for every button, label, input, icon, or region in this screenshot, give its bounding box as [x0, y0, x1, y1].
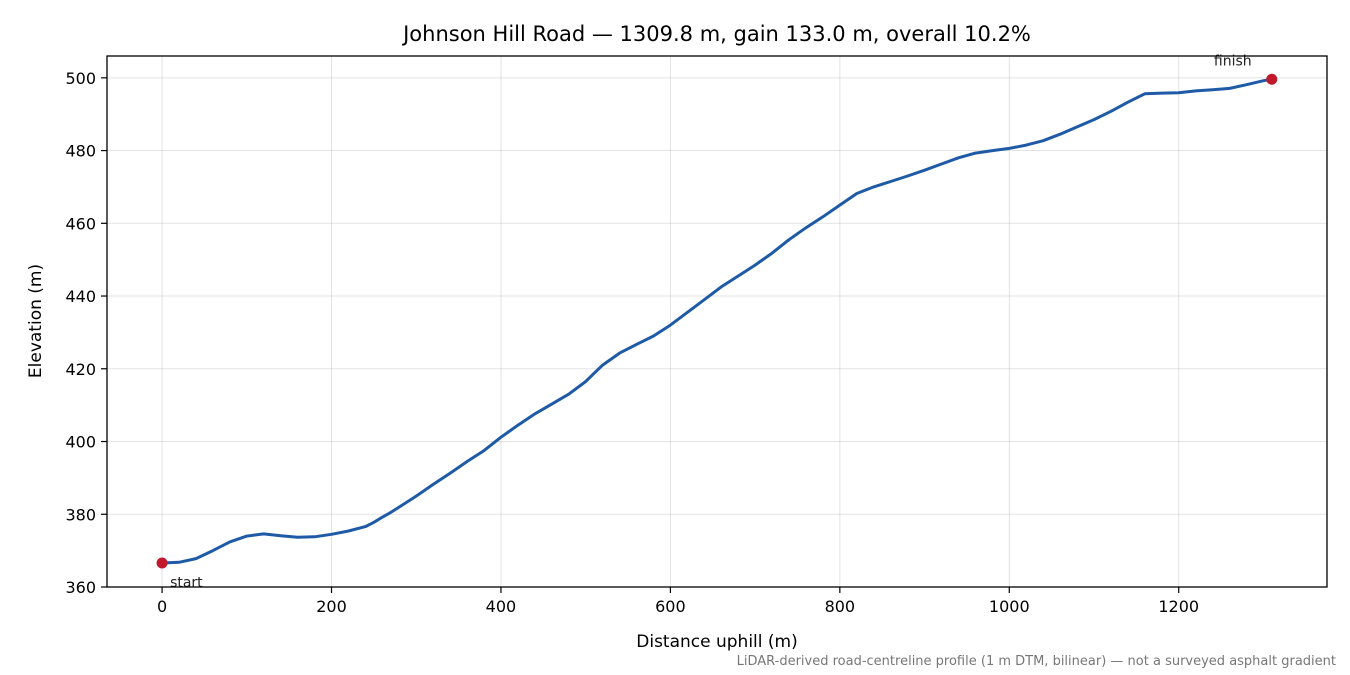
y-tick-label: 400: [65, 433, 96, 452]
y-axis-label: Elevation (m): [26, 264, 46, 378]
y-tick-label: 460: [65, 214, 96, 233]
y-tick-label: 440: [65, 287, 96, 306]
y-tick-label: 360: [65, 578, 96, 597]
y-tick-label: 380: [65, 505, 96, 524]
x-tick-label: 1200: [1158, 597, 1199, 616]
y-tick-label: 480: [65, 142, 96, 161]
axis-ticks: 0 200 400 600 800 1000 1200 360 380 400 420 440 460 4…: [65, 69, 1199, 616]
x-tick-label: 600: [655, 597, 686, 616]
chart-title: Johnson Hill Road — 1309.8 m, gain 133.0…: [401, 22, 1031, 46]
y-tick-label: 420: [65, 360, 96, 379]
finish-marker: [1266, 73, 1278, 85]
x-tick-label: 0: [157, 597, 167, 616]
footnote: LiDAR-derived road-centreline profile (1…: [737, 654, 1336, 669]
y-tick-label: 500: [65, 69, 96, 88]
x-tick-label: 1000: [989, 597, 1030, 616]
start-marker: [156, 557, 168, 569]
x-tick-label: 800: [825, 597, 856, 616]
finish-annotation: finish: [1214, 53, 1252, 69]
plot-frame: [106, 55, 1328, 588]
x-tick-label: 200: [316, 597, 347, 616]
elevation-series-line: [160, 77, 1274, 565]
x-axis-label: Distance uphill (m): [636, 632, 797, 652]
grid-lines: [107, 56, 1327, 588]
start-annotation: start: [170, 575, 203, 591]
x-tick-label: 400: [486, 597, 517, 616]
